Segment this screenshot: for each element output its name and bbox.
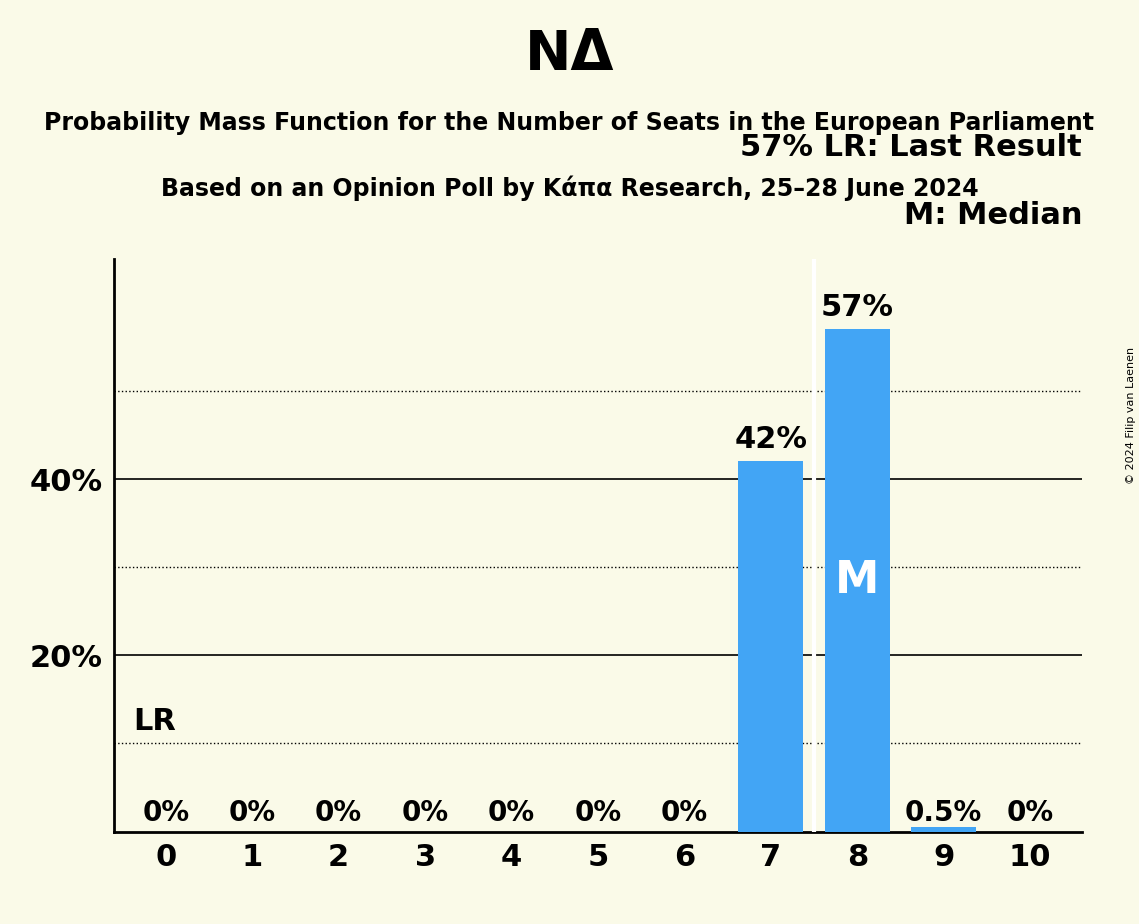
Text: 42%: 42% bbox=[735, 425, 808, 455]
Text: NΔ: NΔ bbox=[525, 28, 614, 81]
Bar bbox=[825, 329, 890, 832]
Text: 0%: 0% bbox=[574, 799, 622, 827]
Bar bbox=[738, 461, 803, 832]
Text: 0%: 0% bbox=[402, 799, 449, 827]
Text: 57% LR: Last Result: 57% LR: Last Result bbox=[740, 133, 1082, 162]
Text: Probability Mass Function for the Number of Seats in the European Parliament: Probability Mass Function for the Number… bbox=[44, 111, 1095, 135]
Text: 0%: 0% bbox=[661, 799, 708, 827]
Text: 0%: 0% bbox=[229, 799, 276, 827]
Text: © 2024 Filip van Laenen: © 2024 Filip van Laenen bbox=[1126, 347, 1136, 484]
Text: LR: LR bbox=[133, 708, 175, 736]
Text: 0.5%: 0.5% bbox=[906, 799, 982, 827]
Text: 0%: 0% bbox=[316, 799, 362, 827]
Text: 0%: 0% bbox=[142, 799, 189, 827]
Text: 0%: 0% bbox=[1007, 799, 1054, 827]
Text: M: M bbox=[835, 559, 879, 602]
Text: Based on an Opinion Poll by Κάπα Research, 25–28 June 2024: Based on an Opinion Poll by Κάπα Researc… bbox=[161, 176, 978, 201]
Text: 57%: 57% bbox=[821, 293, 894, 322]
Text: 0%: 0% bbox=[487, 799, 535, 827]
Text: M: Median: M: Median bbox=[903, 201, 1082, 230]
Bar bbox=[911, 827, 976, 832]
